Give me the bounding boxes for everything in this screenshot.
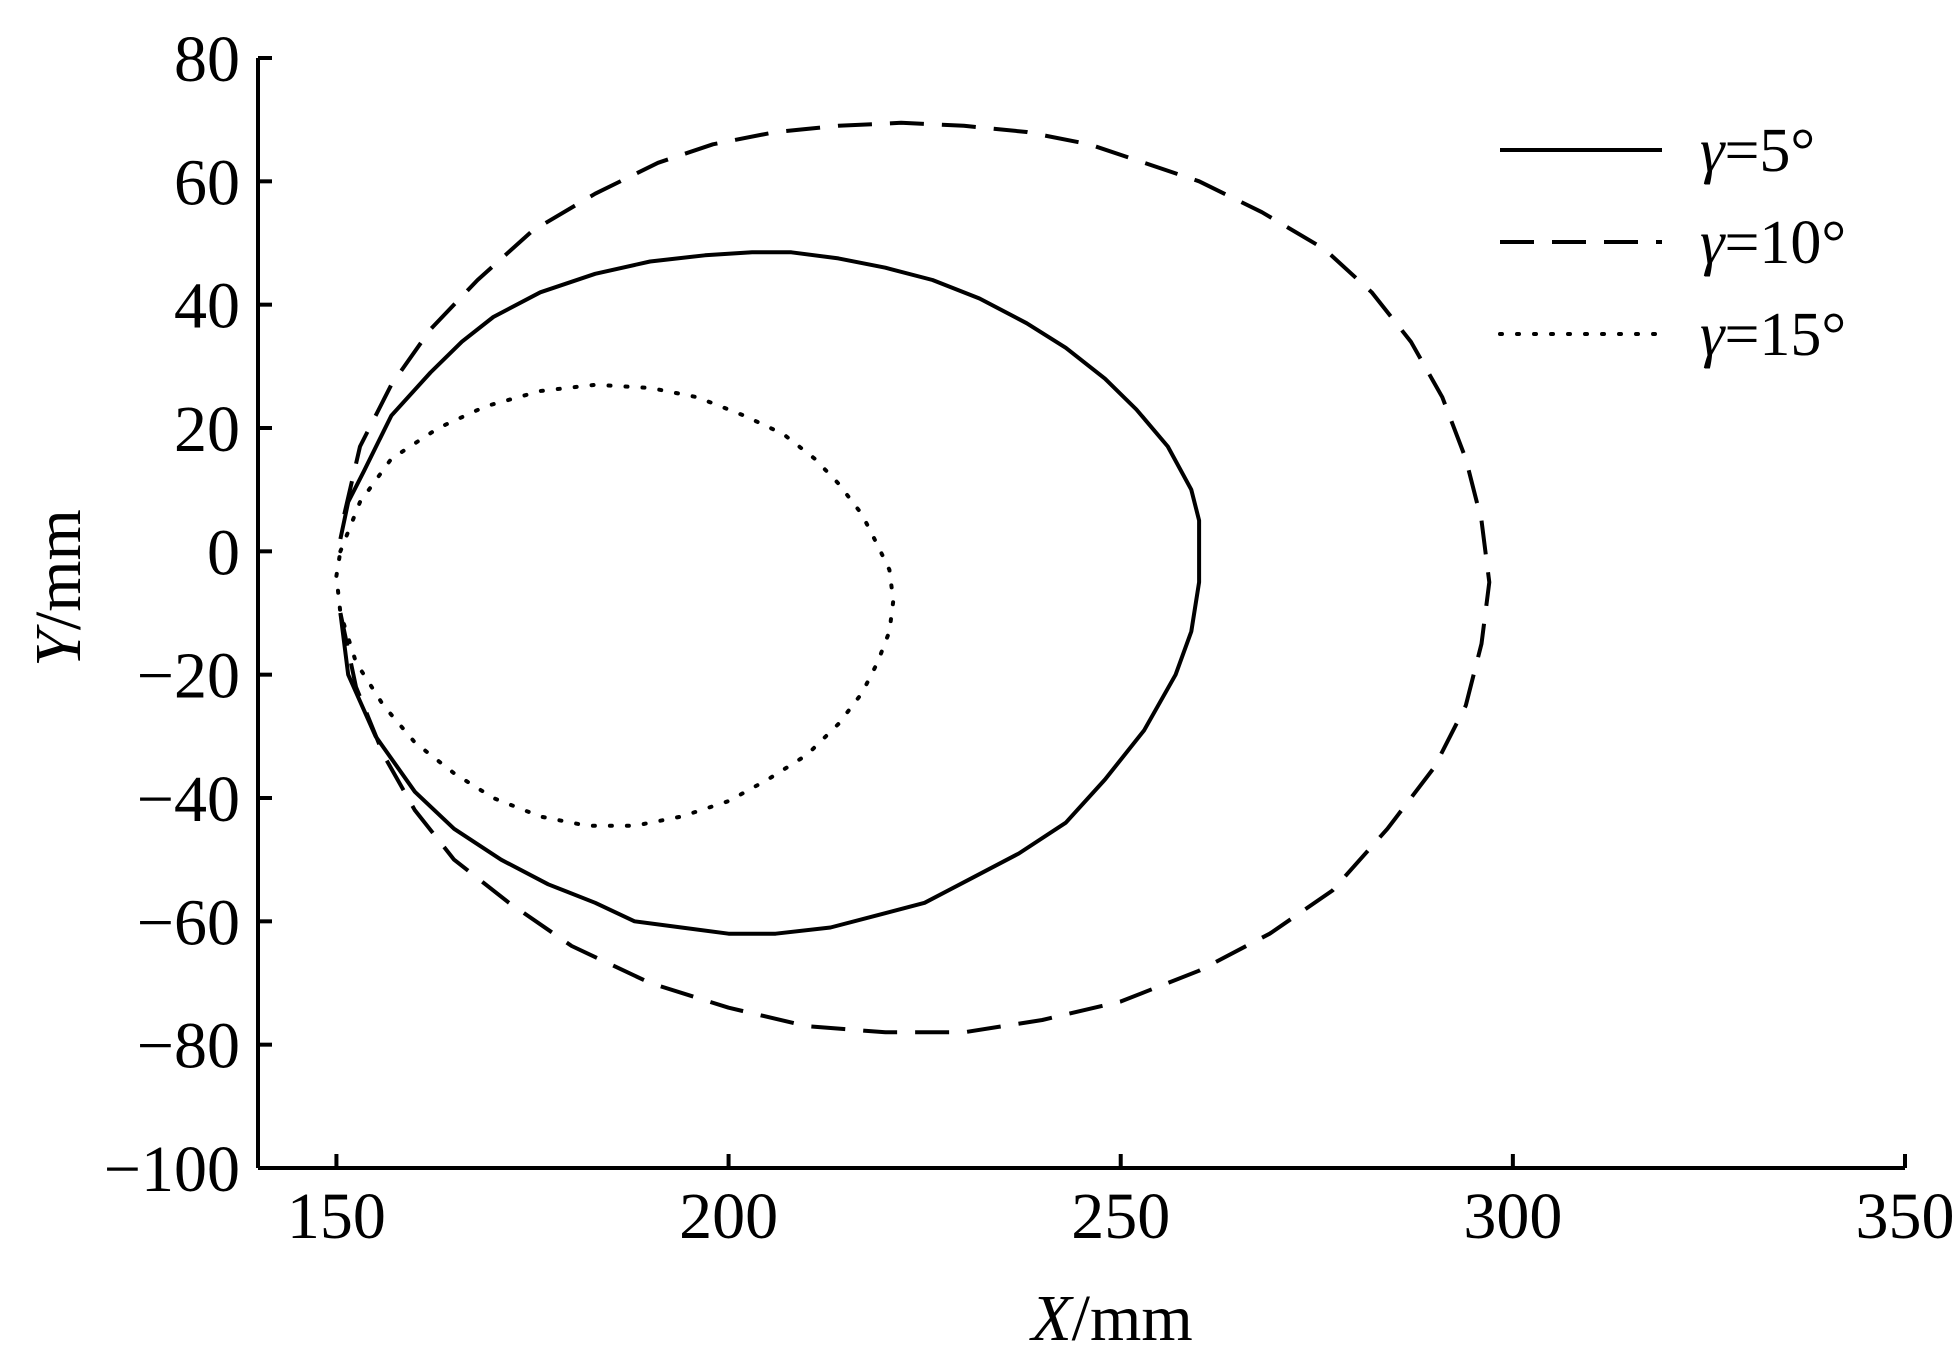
y-tick-label: 60 <box>174 146 240 219</box>
y-axis-label-unit: /mm <box>22 509 95 630</box>
legend: γ=5°γ=10°γ=15° <box>1498 117 1846 369</box>
y-tick-label: 40 <box>174 270 240 343</box>
legend-label-rest: =15° <box>1724 301 1846 369</box>
series-line-3 <box>334 382 896 828</box>
x-axis-label: X/mm <box>1028 1282 1192 1355</box>
ticks <box>258 56 1907 1170</box>
legend-label-var: γ <box>1700 209 1726 277</box>
x-axis-label-unit: /mm <box>1072 1282 1193 1355</box>
series-group <box>334 120 1492 1035</box>
x-tick-label: 350 <box>1856 1180 1955 1253</box>
x-tick-label: 150 <box>287 1180 386 1253</box>
y-tick-label: −40 <box>137 763 240 836</box>
legend-label-var: γ <box>1700 117 1726 185</box>
legend-label-rest: =5° <box>1724 117 1815 185</box>
series-line-2 <box>338 120 1492 1035</box>
legend-label-2: γ=10° <box>1700 209 1846 277</box>
axes <box>256 58 1905 1170</box>
legend-label-1: γ=5° <box>1700 117 1815 185</box>
y-tick-label: −60 <box>137 886 240 959</box>
x-tick-label: 250 <box>1071 1180 1170 1253</box>
y-tick-label: 20 <box>174 393 240 466</box>
legend-label-var: γ <box>1700 301 1726 369</box>
x-tick-label: 200 <box>679 1180 778 1253</box>
y-tick-label: 80 <box>174 23 240 96</box>
x-tick-label: 300 <box>1463 1180 1562 1253</box>
y-tick-label: −100 <box>104 1133 240 1206</box>
series-line-1 <box>338 250 1202 936</box>
y-tick-label: −80 <box>137 1010 240 1083</box>
y-axis-label: Y/mm <box>22 509 95 667</box>
x-axis-label-var: X <box>1028 1282 1074 1355</box>
y-tick-label: 0 <box>207 516 240 589</box>
y-axis-label-var: Y <box>22 624 95 667</box>
legend-label-rest: =10° <box>1724 209 1846 277</box>
y-tick-label: −20 <box>137 640 240 713</box>
legend-label-3: γ=15° <box>1700 301 1846 369</box>
